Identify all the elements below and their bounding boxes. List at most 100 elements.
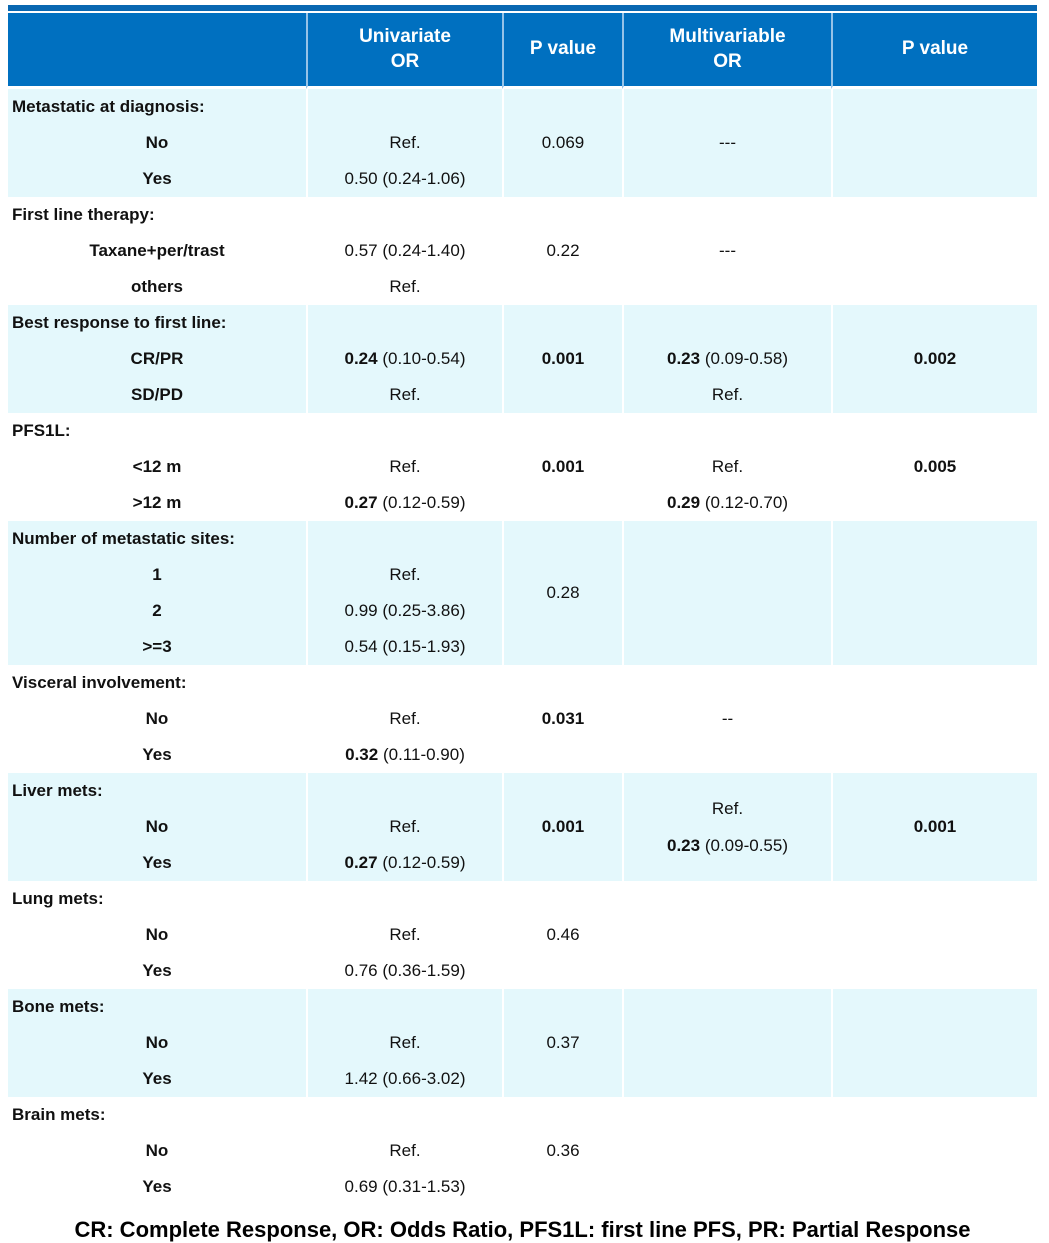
- multivariable-p-cell: [831, 233, 1037, 269]
- univariate-or-cell: 0.69 (0.31-1.53): [306, 1169, 502, 1205]
- empty-cell: [502, 413, 622, 449]
- row-label-cell: others: [8, 269, 306, 305]
- bold-value: 0.001: [913, 817, 957, 836]
- data-row: No Ref. 0.031 --: [8, 701, 1037, 737]
- empty-cell: [622, 197, 831, 233]
- bold-value: 0.23: [667, 836, 701, 855]
- value-text: Ref.: [389, 1033, 421, 1052]
- multivariable-p-cell: [831, 1025, 1037, 1061]
- value-text: (0.11-0.90): [382, 745, 465, 764]
- bold-value: 0.23: [667, 349, 701, 368]
- empty-cell: [831, 521, 1037, 557]
- section-label-row: Bone mets:: [8, 989, 1037, 1025]
- univariate-p-cell: 0.36: [502, 1133, 622, 1169]
- univariate-p-cell: 0.46: [502, 917, 622, 953]
- row-label-cell: No: [8, 809, 306, 845]
- univariate-p-cell: [502, 1061, 622, 1097]
- multivariable-or-cell: 0.23 (0.09-0.58): [622, 341, 831, 377]
- data-row: CR/PR 0.24 (0.10-0.54) 0.001 0.23 (0.09-0.5…: [8, 341, 1037, 377]
- data-row: Yes 0.32 (0.11-0.90): [8, 737, 1037, 773]
- empty-cell: [502, 773, 622, 809]
- univariate-or-cell: Ref.: [306, 1025, 502, 1061]
- multivariable-p-cell: [831, 917, 1037, 953]
- multivariable-p-cell: [831, 1133, 1037, 1169]
- multivariable-or-cell: [622, 1133, 831, 1169]
- empty-cell: [831, 89, 1037, 125]
- header-multivariable-or: Multivariable OR: [622, 13, 831, 89]
- bold-value: 0.24: [344, 349, 378, 368]
- multivariable-p-cell: 0.005: [831, 449, 1037, 485]
- univariate-or-cell: Ref.: [306, 377, 502, 413]
- univariate-p-cell: 0.001: [502, 341, 622, 377]
- value-text: Ref.: [711, 457, 744, 476]
- multivariable-or-cell: [622, 593, 831, 629]
- row-label-cell: Yes: [8, 161, 306, 197]
- univariate-or-cell: 0.32 (0.11-0.90): [306, 737, 502, 773]
- section-label-cell: PFS1L:: [8, 413, 306, 449]
- multivariable-or-cell: Ref.: [622, 449, 831, 485]
- univariate-or-cell: 0.99 (0.25-3.86): [306, 593, 502, 629]
- multivariable-or-cell: ---: [622, 125, 831, 161]
- row-label-cell: <12 m: [8, 449, 306, 485]
- section-label-cell: Bone mets:: [8, 989, 306, 1025]
- univariate-or-cell: 0.50 (0.24-1.06): [306, 161, 502, 197]
- empty-cell: [306, 1097, 502, 1133]
- univariate-or-cell: 0.57 (0.24-1.40): [306, 233, 502, 269]
- empty-cell: [622, 881, 831, 917]
- row-label-cell: Yes: [8, 737, 306, 773]
- multivariable-p-cell: [831, 485, 1037, 521]
- multivariable-or-cell: [622, 953, 831, 989]
- multivariable-p-cell: [831, 737, 1037, 773]
- section-label-cell: Brain mets:: [8, 1097, 306, 1133]
- value-text: (0.12-0.59): [382, 853, 466, 872]
- section-label-row: Visceral involvement:: [8, 665, 1037, 701]
- data-row: >=3 0.54 (0.15-1.93): [8, 629, 1037, 665]
- bold-value: 0.002: [913, 349, 957, 368]
- multivariable-or-cell: [622, 1061, 831, 1097]
- section-label-row: Brain mets:: [8, 1097, 1037, 1133]
- value-text: 0.36: [546, 1141, 580, 1160]
- value-text: (0.09-0.55): [704, 836, 788, 855]
- empty-cell: [622, 305, 831, 341]
- value-text: Ref.: [389, 385, 421, 404]
- empty-cell: [306, 773, 502, 809]
- empty-cell: [831, 881, 1037, 917]
- univariate-or-cell: Ref.: [306, 809, 502, 845]
- bold-value: 0.001: [541, 457, 585, 476]
- empty-cell: [306, 305, 502, 341]
- value-text: (0.12-0.70): [704, 493, 788, 512]
- section-label-row: PFS1L:: [8, 413, 1037, 449]
- data-row: No Ref. 0.46: [8, 917, 1037, 953]
- empty-cell: [831, 413, 1037, 449]
- value-text: Ref.: [389, 1141, 421, 1160]
- value-text: Ref.: [389, 277, 421, 296]
- multivariable-or-cell: --: [622, 701, 831, 737]
- header-univariate-p: P value: [502, 13, 622, 89]
- multivariable-p-cell: [831, 1061, 1037, 1097]
- multivariable-p-cell: [831, 269, 1037, 305]
- univariate-p-cell: [502, 953, 622, 989]
- row-label-cell: >=3: [8, 629, 306, 665]
- row-label-cell: No: [8, 125, 306, 161]
- value-text: --: [721, 709, 734, 728]
- value-text: ---: [719, 133, 736, 152]
- value-text: 0.76 (0.36-1.59): [344, 961, 466, 980]
- empty-cell: [306, 89, 502, 125]
- value-text: (0.09-0.58): [704, 349, 788, 368]
- value-text: Ref.: [389, 925, 421, 944]
- empty-cell: [306, 665, 502, 701]
- empty-cell: [502, 989, 622, 1025]
- univariate-or-cell: 0.76 (0.36-1.59): [306, 953, 502, 989]
- data-row: <12 m Ref. 0.001 Ref. 0.005: [8, 449, 1037, 485]
- section-label-row: Metastatic at diagnosis:: [8, 89, 1037, 125]
- univariate-p-cell: [502, 737, 622, 773]
- value-text: 0.69 (0.31-1.53): [344, 1177, 466, 1196]
- abbreviations-footnote: CR: Complete Response, OR: Odds Ratio, P…: [74, 1217, 971, 1242]
- empty-cell: [622, 413, 831, 449]
- section-label-cell: Metastatic at diagnosis:: [8, 89, 306, 125]
- multivariable-p-cell: [831, 125, 1037, 161]
- data-row: Yes 0.27 (0.12-0.59): [8, 845, 1037, 881]
- value-text: Ref.: [389, 817, 421, 836]
- data-row: others Ref.: [8, 269, 1037, 305]
- empty-cell: [831, 665, 1037, 701]
